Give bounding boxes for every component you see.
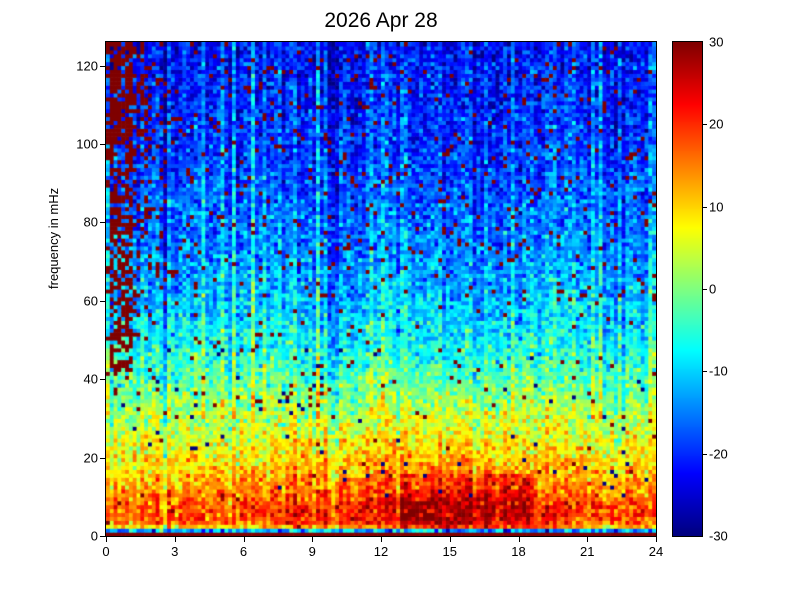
x-tick-mark: [243, 537, 245, 542]
colorbar-canvas: [673, 42, 702, 536]
x-tick-mark: [518, 537, 520, 542]
colorbar-tick-label: -10: [709, 363, 728, 379]
x-tick-label: 18: [511, 544, 526, 559]
colorbar-tick-label: -20: [709, 446, 728, 462]
y-tick-label: 120: [76, 58, 98, 74]
y-tick-label: 80: [83, 214, 98, 230]
x-tick-mark: [449, 537, 451, 542]
y-tick-mark: [100, 222, 105, 224]
colorbar-tick-label: 10: [709, 199, 724, 215]
x-tick-label: 3: [171, 544, 179, 559]
x-tick-label: 12: [373, 544, 389, 559]
colorbar-tick-mark: [703, 453, 707, 455]
colorbar-tick-mark: [703, 371, 707, 373]
x-tick-label: 9: [308, 544, 316, 559]
x-tick-mark: [174, 537, 176, 542]
x-tick-mark: [656, 537, 657, 542]
y-tick-mark: [100, 65, 105, 67]
x-tick-mark: [587, 537, 589, 542]
colorbar: [672, 41, 703, 537]
y-tick-mark: [100, 143, 105, 145]
x-tick-mark: [106, 537, 107, 542]
y-tick-label: 40: [83, 371, 98, 387]
y-tick-mark: [100, 536, 105, 537]
colorbar-tick-mark: [703, 289, 707, 290]
colorbar-tick-label: 30: [709, 34, 724, 50]
y-tick-mark: [100, 379, 105, 381]
colorbar-tick-label: -30: [709, 528, 728, 544]
x-tick-label: 21: [580, 544, 595, 559]
colorbar-tick-label: 0: [709, 281, 717, 297]
x-tick-mark: [381, 537, 382, 542]
colorbar-tick-label: 20: [709, 116, 724, 132]
chart-title: 2026 Apr 28: [324, 9, 438, 32]
y-tick-mark: [100, 300, 105, 302]
colorbar-tick-mark: [703, 124, 707, 126]
y-tick-label: 60: [83, 293, 98, 309]
y-tick-label: 0: [90, 528, 98, 544]
x-tick-label: 15: [442, 544, 457, 559]
x-tick-label: 24: [648, 544, 664, 559]
y-tick-label: 100: [76, 136, 98, 152]
plot-area: [105, 41, 657, 537]
colorbar-tick-mark: [703, 206, 707, 208]
x-tick-mark: [312, 537, 314, 542]
x-tick-label: 6: [239, 544, 248, 559]
y-tick-mark: [100, 457, 105, 459]
x-tick-label: 0: [102, 544, 110, 559]
spectrogram-canvas: [106, 42, 656, 536]
y-tick-label: 20: [83, 450, 98, 466]
